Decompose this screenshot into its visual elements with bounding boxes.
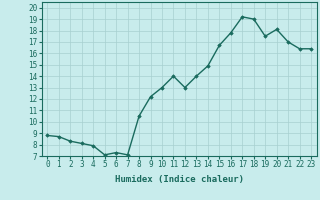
X-axis label: Humidex (Indice chaleur): Humidex (Indice chaleur)	[115, 175, 244, 184]
